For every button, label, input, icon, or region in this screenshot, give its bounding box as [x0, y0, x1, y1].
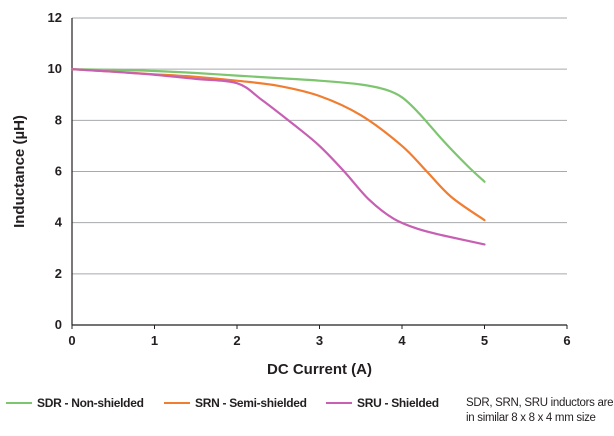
series-lines	[70, 68, 486, 246]
legend-item-srn: SRN - Semi-shielded	[164, 396, 307, 410]
y-tick-label: 4	[55, 215, 63, 230]
legend-label-sdr: SDR - Non-shielded	[37, 396, 144, 410]
legend-note: SDR, SRN, SRU inductors are in similar 8…	[466, 397, 614, 424]
legend-label-sru: SRU - Shielded	[357, 396, 439, 410]
y-tick-label: 6	[55, 164, 62, 179]
x-tick-label: 6	[563, 333, 570, 348]
y-tick-label: 2	[55, 266, 62, 281]
x-tick-label: 4	[398, 333, 406, 348]
x-tick-label: 1	[151, 333, 158, 348]
series-line-srn	[70, 68, 486, 222]
gridlines	[72, 17, 567, 275]
legend-swatch-srn	[164, 402, 190, 404]
series-line-sdr	[70, 68, 486, 183]
legend-swatch-sdr	[6, 402, 32, 404]
y-tick-label: 12	[48, 10, 62, 25]
axes	[71, 18, 568, 329]
legend-label-srn: SRN - Semi-shielded	[195, 396, 307, 410]
legend: SDR - Non-shielded SRN - Semi-shielded S…	[0, 396, 614, 436]
legend-item-sru: SRU - Shielded	[326, 396, 439, 410]
y-axis-title: Inductance (µH)	[11, 115, 28, 228]
y-tick-label: 8	[55, 112, 62, 127]
x-tick-label: 2	[233, 333, 240, 348]
legend-item-sdr: SDR - Non-shielded	[6, 396, 144, 410]
x-tick-label: 3	[316, 333, 323, 348]
legend-swatch-sru	[326, 402, 352, 404]
x-tick-label: 5	[481, 333, 488, 348]
y-tick-label: 10	[48, 61, 62, 76]
x-tick-label: 0	[68, 333, 75, 348]
series-line-sru	[70, 68, 486, 246]
y-tick-label: 0	[55, 317, 62, 332]
x-axis-title: DC Current (A)	[267, 361, 372, 378]
